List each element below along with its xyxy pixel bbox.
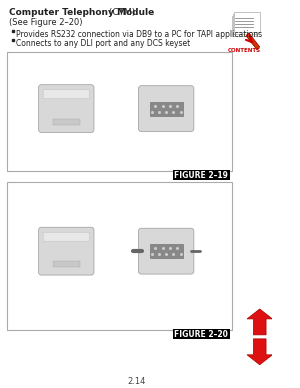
Polygon shape xyxy=(247,309,272,335)
FancyBboxPatch shape xyxy=(233,14,258,34)
FancyBboxPatch shape xyxy=(139,228,194,274)
Polygon shape xyxy=(246,33,260,50)
Text: (CTM): (CTM) xyxy=(106,8,136,17)
FancyBboxPatch shape xyxy=(7,182,232,330)
FancyBboxPatch shape xyxy=(39,227,94,275)
FancyBboxPatch shape xyxy=(172,329,230,339)
Text: Provides RS232 connection via DB9 to a PC for TAPI applications: Provides RS232 connection via DB9 to a P… xyxy=(16,30,262,39)
FancyBboxPatch shape xyxy=(139,86,194,132)
FancyBboxPatch shape xyxy=(53,261,80,267)
FancyBboxPatch shape xyxy=(43,90,89,99)
FancyBboxPatch shape xyxy=(150,244,182,258)
FancyBboxPatch shape xyxy=(234,12,260,32)
Text: Connects to any DLI port and any DCS keyset: Connects to any DLI port and any DCS key… xyxy=(16,39,190,48)
FancyBboxPatch shape xyxy=(172,170,230,180)
Text: (See Figure 2–20): (See Figure 2–20) xyxy=(9,18,82,27)
Text: FIGURE 2–20: FIGURE 2–20 xyxy=(174,330,228,339)
FancyBboxPatch shape xyxy=(232,16,257,36)
Text: Computer Telephony Module: Computer Telephony Module xyxy=(9,8,154,17)
FancyBboxPatch shape xyxy=(53,119,80,125)
FancyBboxPatch shape xyxy=(7,52,232,171)
FancyBboxPatch shape xyxy=(39,85,94,133)
Polygon shape xyxy=(247,339,272,365)
Text: 2.14: 2.14 xyxy=(127,377,146,386)
Text: CONTENTS: CONTENTS xyxy=(228,48,261,53)
FancyBboxPatch shape xyxy=(43,232,89,241)
FancyBboxPatch shape xyxy=(150,102,182,116)
Text: FIGURE 2–19: FIGURE 2–19 xyxy=(174,171,228,180)
